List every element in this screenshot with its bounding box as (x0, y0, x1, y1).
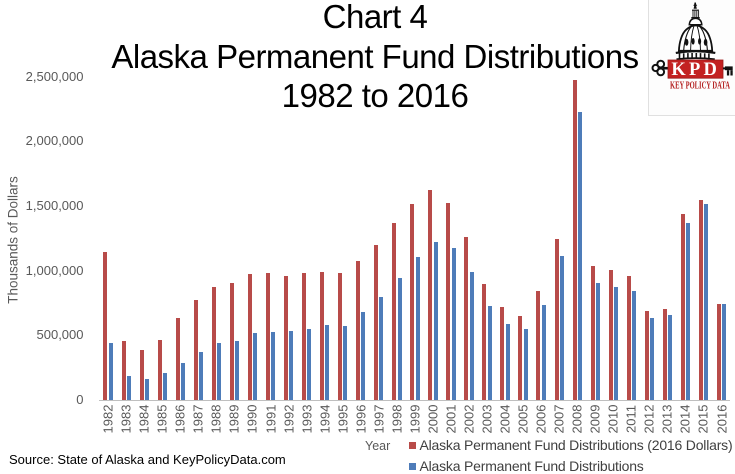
svg-text:KEY POLICY DATA: KEY POLICY DATA (670, 80, 730, 92)
svg-text:KPD: KPD (671, 60, 720, 80)
